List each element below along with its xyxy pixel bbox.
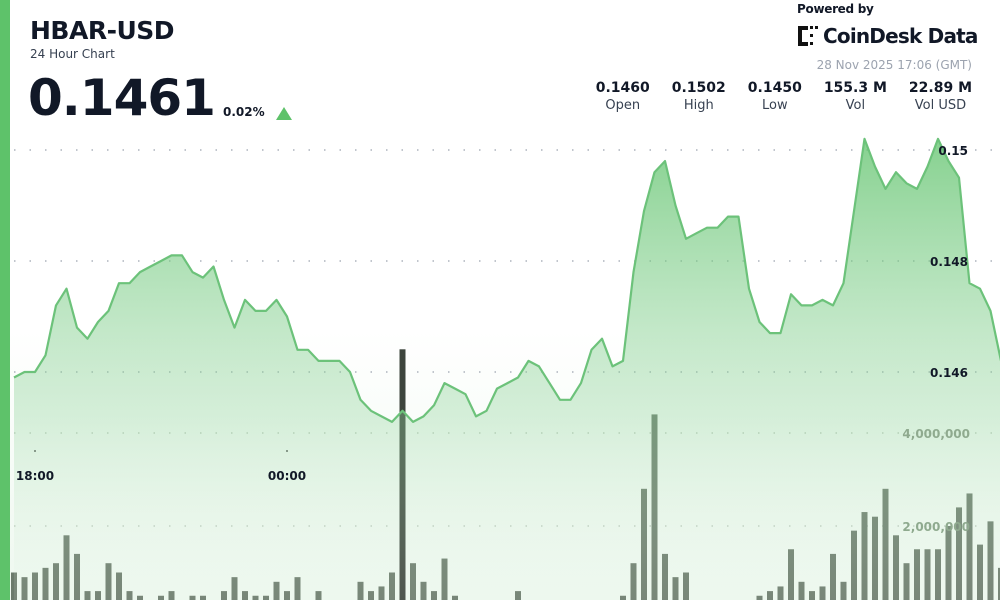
price-tick-label: 0.146 xyxy=(930,366,968,380)
stat-vol-usd: 22.89 M Vol USD xyxy=(909,80,972,113)
time-tick-label: 00:00 xyxy=(268,469,306,483)
stat-value: 0.1460 xyxy=(595,80,650,96)
price-area xyxy=(14,138,1000,600)
stat-vol: 155.3 M Vol xyxy=(824,80,887,113)
volume-tick-label: 4,000,000 xyxy=(902,427,970,441)
stat-value: 0.1450 xyxy=(747,80,802,96)
chart-subtitle: 24 Hour Chart xyxy=(30,47,115,61)
stat-open: 0.1460 Open xyxy=(596,80,650,113)
timestamp: 28 Nov 2025 17:06 (GMT) xyxy=(816,58,972,72)
stat-high: 0.1502 High xyxy=(672,80,726,113)
stat-label: Low xyxy=(761,98,788,113)
time-tick-label: 18:00 xyxy=(16,469,54,483)
brand-name: CoinDesk Data xyxy=(823,24,978,48)
stat-label: Open xyxy=(605,98,641,113)
stat-label: Vol xyxy=(845,98,866,113)
stats-row: 0.1460 Open 0.1502 High 0.1450 Low 155.3 M V… xyxy=(574,80,972,113)
symbol-title: HBAR-USD xyxy=(30,16,175,45)
price-line xyxy=(13,137,1000,423)
coindesk-logo: CoinDesk Data xyxy=(797,24,978,48)
stat-label: High xyxy=(683,98,714,113)
powered-by-label: Powered by xyxy=(797,2,874,16)
current-price: 0.1461 xyxy=(28,69,216,127)
stat-value: 155.3 M xyxy=(823,80,887,96)
accent-bar xyxy=(0,0,10,600)
price-change: 0.02% xyxy=(223,105,265,119)
up-arrow-icon xyxy=(276,107,292,120)
stat-label: Vol USD xyxy=(914,98,967,113)
stat-value: 22.89 M xyxy=(908,80,972,96)
stat-value: 0.1502 xyxy=(671,80,726,96)
stat-low: 0.1450 Low xyxy=(748,80,802,113)
price-tick-label: 0.15 xyxy=(938,144,968,158)
volume-tick-label: 2,000,000 xyxy=(902,520,970,534)
coindesk-logo-icon xyxy=(798,26,818,46)
price-tick-label: 0.148 xyxy=(930,255,968,269)
